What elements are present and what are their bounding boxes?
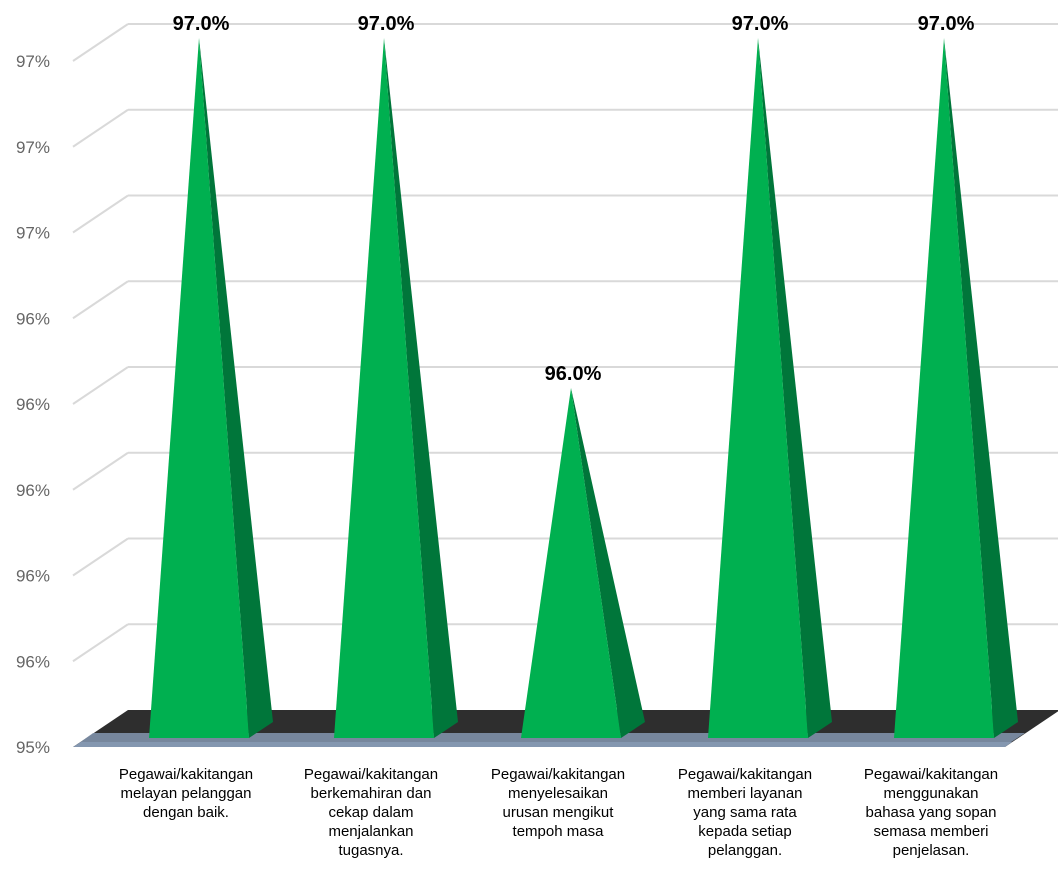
category-label: Pegawai/kakitangan berkemahiran dan cekap …: [304, 766, 438, 859]
category-label-line: penjelasan.: [893, 842, 970, 859]
category-label-line: menyelesaikan: [508, 785, 608, 802]
category-label-line: berkemahiran dan: [311, 785, 432, 802]
category-label: Pegawai/kakitangan menyelesaikan urusan me…: [491, 766, 625, 840]
gridline-depth: [72, 108, 129, 148]
category-label-line: semasa memberi: [873, 823, 988, 840]
category-label-line: kepada setiap: [698, 823, 791, 840]
pyramid-bar: [149, 38, 273, 738]
pyramid-side: [384, 38, 458, 738]
gridline-depth: [72, 537, 129, 577]
y-tick-label: 95%: [16, 738, 50, 757]
gridline-depth: [72, 623, 129, 663]
gridline-depth: [72, 23, 129, 62]
pyramid-side: [199, 38, 273, 738]
pyramid-front: [894, 38, 994, 738]
category-label-line: melayan pelanggan: [121, 785, 252, 802]
category-label: Pegawai/kakitangan menggunakan bahasa yang…: [864, 766, 998, 859]
data-label: 97.0%: [732, 13, 789, 35]
y-axis-ticks: 95% 96% 96% 96% 96% 96% 97% 97% 97%: [16, 52, 50, 757]
category-label-line: Pegawai/kakitangan: [119, 766, 253, 783]
pyramid-front: [334, 38, 434, 738]
category-label-line: memberi layanan: [687, 785, 802, 802]
y-tick-label: 96%: [16, 309, 50, 328]
category-labels: Pegawai/kakitangan melayan pelanggan denga…: [119, 766, 998, 859]
category-label-line: tempoh masa: [513, 823, 605, 840]
data-label: 97.0%: [358, 13, 415, 35]
y-tick-label: 96%: [16, 567, 50, 586]
gridlines: [72, 23, 1058, 663]
pyramid-bar: [521, 388, 645, 738]
category-label-line: pelanggan.: [708, 842, 782, 859]
pyramid-bar: [334, 38, 458, 738]
category-label-line: yang sama rata: [693, 804, 797, 821]
pyramid-side: [758, 38, 832, 738]
data-label: 96.0%: [545, 363, 602, 385]
category-label-line: tugasnya.: [338, 842, 403, 859]
category-label-line: Pegawai/kakitangan: [864, 766, 998, 783]
category-label: Pegawai/kakitangan memberi layanan yang sa…: [678, 766, 812, 859]
category-label-line: menggunakan: [883, 785, 978, 802]
pyramid-bar: [894, 38, 1018, 738]
gridline-depth: [72, 451, 129, 491]
category-label-line: bahasa yang sopan: [866, 804, 997, 821]
category-label: Pegawai/kakitangan melayan pelanggan denga…: [119, 766, 253, 821]
data-label: 97.0%: [918, 13, 975, 35]
pyramid-front: [149, 38, 249, 738]
gridline-depth: [72, 194, 129, 234]
gridline-depth: [72, 280, 129, 320]
category-label-line: menjalankan: [328, 823, 413, 840]
pyramid-side: [571, 388, 645, 738]
pyramid-front: [521, 388, 621, 738]
y-tick-label: 97%: [16, 52, 50, 71]
y-tick-label: 96%: [16, 652, 50, 671]
category-label-line: Pegawai/kakitangan: [304, 766, 438, 783]
y-tick-label: 96%: [16, 395, 50, 414]
y-tick-label: 96%: [16, 481, 50, 500]
data-label: 97.0%: [173, 13, 230, 35]
category-label-line: urusan mengikut: [503, 804, 615, 821]
category-label-line: Pegawai/kakitangan: [491, 766, 625, 783]
pyramid-bar: [708, 38, 832, 738]
category-label-line: Pegawai/kakitangan: [678, 766, 812, 783]
y-tick-label: 97%: [16, 138, 50, 157]
y-tick-label: 97%: [16, 224, 50, 243]
category-label-line: cekap dalam: [328, 804, 413, 821]
data-labels: 97.0% 97.0% 96.0% 97.0% 97.0%: [173, 13, 975, 385]
gridline-depth: [72, 366, 129, 405]
pyramid-bars: [149, 38, 1018, 738]
pyramid-side: [944, 38, 1018, 738]
pyramid-front: [708, 38, 808, 738]
category-label-line: dengan baik.: [143, 804, 229, 821]
